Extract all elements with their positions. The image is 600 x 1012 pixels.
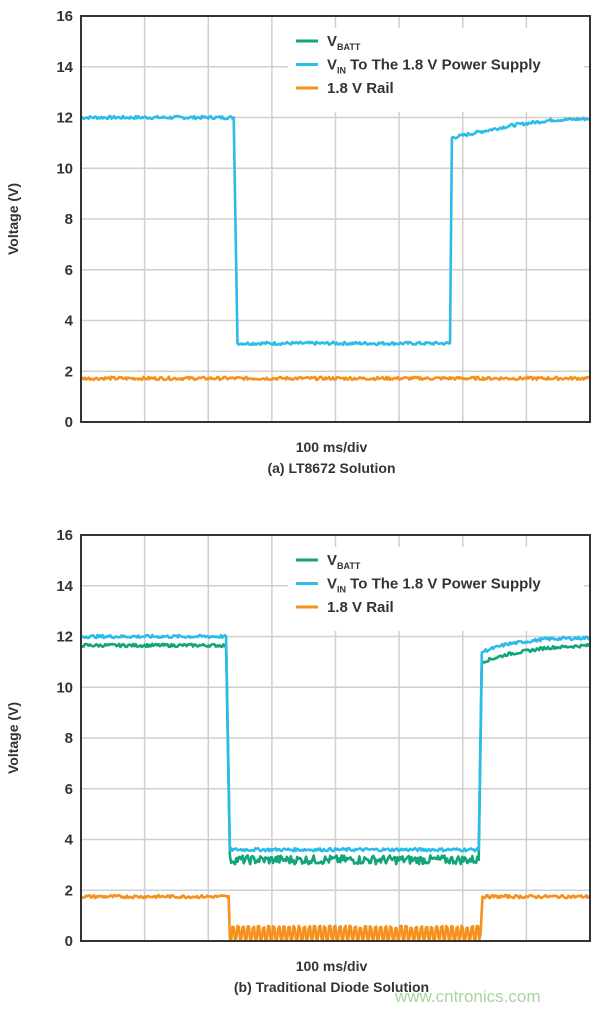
y-tick-label: 0	[65, 414, 73, 431]
y-axis-label: Voltage (V)	[5, 183, 21, 255]
watermark: www.cntronics.com	[394, 987, 540, 1006]
y-tick-label: 8	[65, 730, 73, 747]
y-tick-label: 4	[65, 313, 74, 330]
y-tick-label: 16	[56, 527, 73, 544]
plot-frame	[80, 534, 591, 942]
y-tick-label: 8	[65, 211, 73, 228]
legend: VBATT VIN To The 1.8 V Power Supply 1.8 V …	[288, 547, 584, 631]
series-line-vbatt	[80, 642, 591, 866]
x-axis-label: 100 ms/div	[296, 958, 368, 974]
y-tick-label: 10	[56, 160, 73, 177]
legend-label-vbatt: VBATT	[327, 33, 361, 52]
y-tick-label: 12	[56, 629, 73, 646]
series-line-rail	[80, 893, 591, 943]
y-tick-label: 6	[65, 262, 73, 279]
y-tick-label: 6	[65, 781, 73, 798]
legend-label-rail: 1.8 V Rail	[327, 599, 394, 616]
legend-label-vbatt: VBATT	[327, 552, 361, 571]
plot-b: 0 2 4 6 8 10 12 14 16 VBATT VIN To The 1.8 V Power…	[5, 527, 591, 995]
legend: VBATT VIN To The 1.8 V Power Supply 1.8 V …	[288, 28, 584, 112]
plot-frame	[80, 15, 591, 423]
legend-label-vin: VIN To The 1.8 V Power Supply	[327, 57, 541, 76]
chart-title: (b) Traditional Diode Solution	[234, 979, 429, 995]
legend-label-rail: 1.8 V Rail	[327, 80, 394, 97]
y-tick-label: 2	[65, 882, 73, 899]
y-tick-label: 10	[56, 679, 73, 696]
chart-title: (a) LT8672 Solution	[267, 460, 395, 476]
series-line-vin	[80, 633, 591, 853]
y-tick-label: 12	[56, 110, 73, 127]
x-axis-label: 100 ms/div	[296, 439, 368, 455]
plot-a: 0 2 4 6 8 10 12 14 16 VBATT VIN To The 1.8 V Power…	[5, 8, 591, 476]
legend-background	[288, 547, 584, 631]
y-axis-label: Voltage (V)	[5, 702, 21, 774]
legend-label-vin: VIN To The 1.8 V Power Supply	[327, 576, 541, 595]
y-tick-label: 14	[56, 578, 73, 595]
y-tick-label: 2	[65, 363, 73, 380]
legend-background	[288, 28, 584, 112]
y-tick-label: 0	[65, 933, 73, 950]
series-line-vin	[80, 114, 591, 347]
y-tick-label: 14	[56, 59, 73, 76]
series-line-rail	[80, 375, 591, 382]
y-tick-label: 4	[65, 832, 74, 849]
y-tick-label: 16	[56, 8, 73, 25]
